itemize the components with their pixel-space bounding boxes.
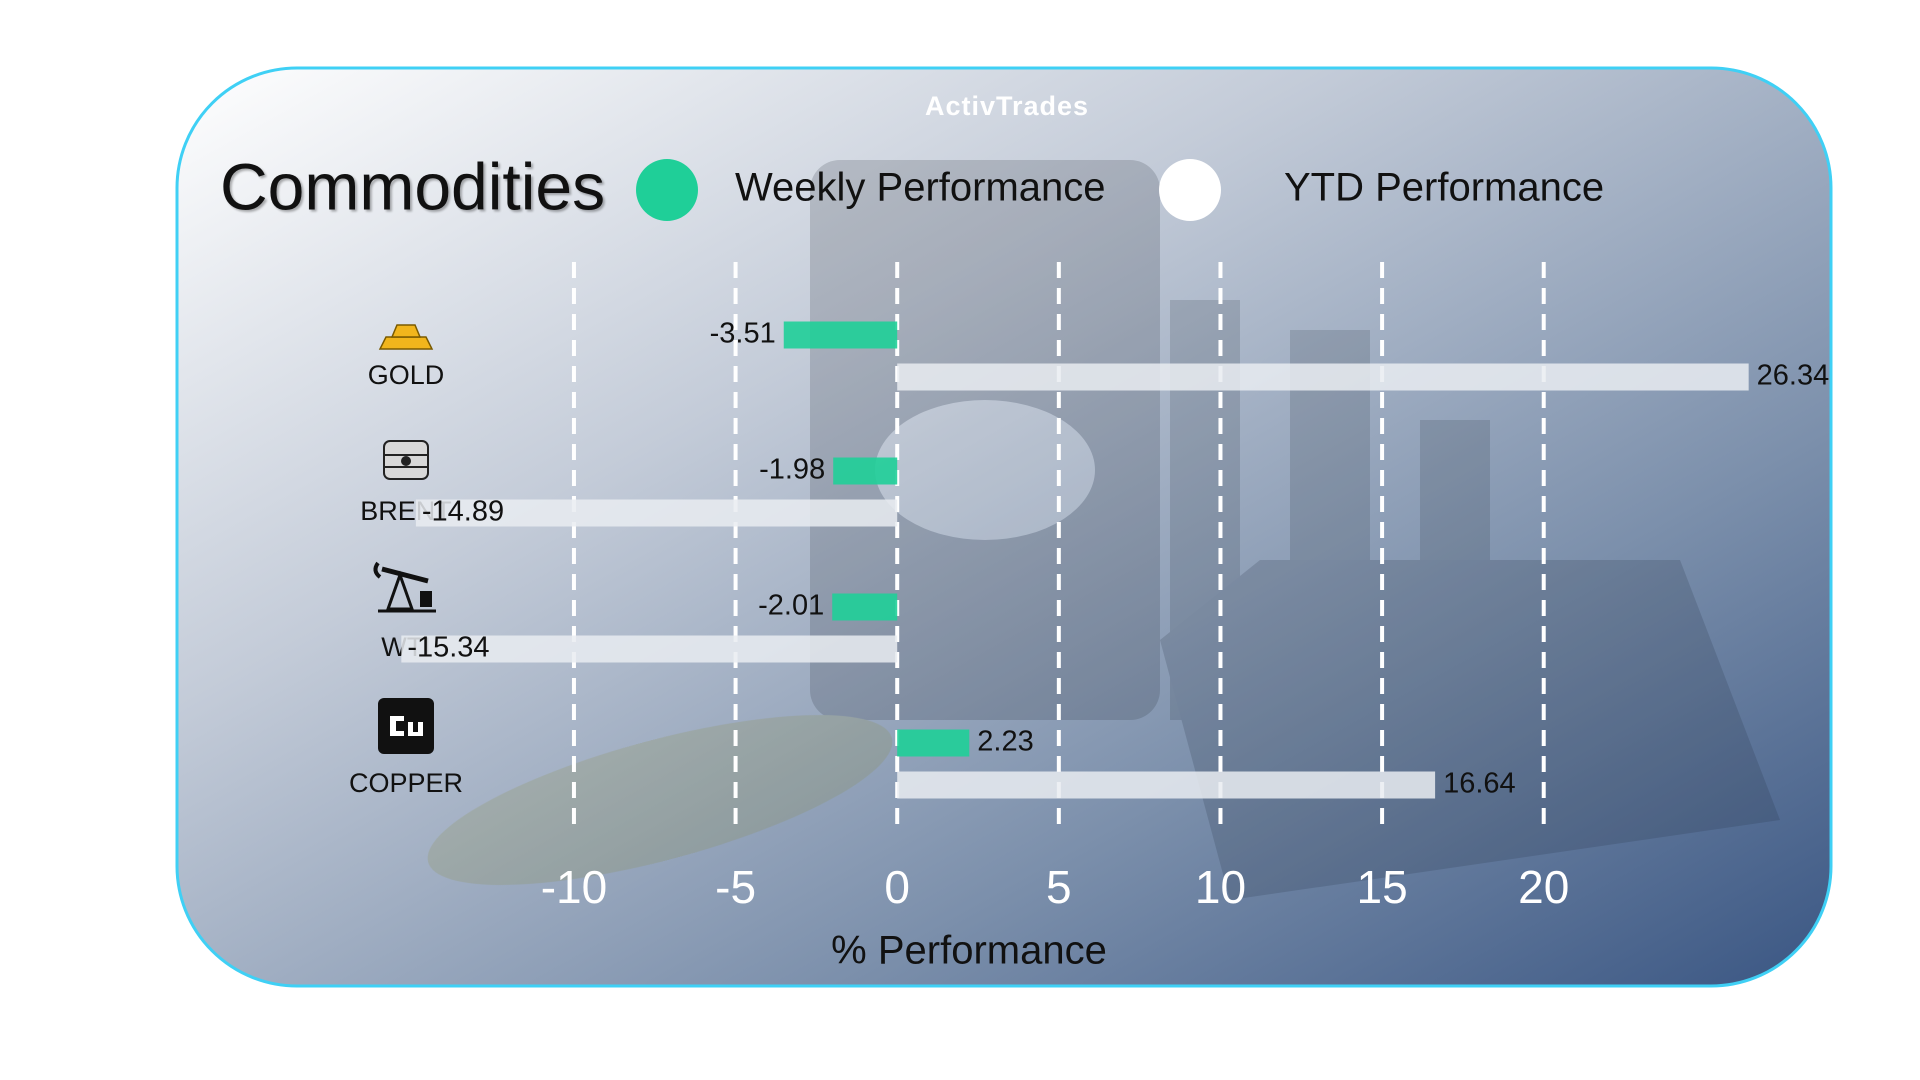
legend-swatch: [1159, 159, 1221, 221]
brand-logo: ActivTrades: [925, 91, 1089, 121]
value-label: -3.51: [710, 318, 776, 350]
bar: [897, 363, 1749, 391]
value-label: -1.98: [759, 454, 825, 486]
value-label: -14.89: [422, 496, 504, 528]
legend-swatch: [636, 159, 698, 221]
brent-icon: [383, 440, 429, 480]
x-tick-label: 20: [1518, 861, 1569, 913]
value-label: 16.64: [1443, 768, 1516, 800]
x-tick-label: 5: [1046, 861, 1072, 913]
x-tick-label: 15: [1357, 861, 1408, 913]
x-tick-label: -5: [715, 861, 756, 913]
card: [175, 66, 1833, 988]
bar: [897, 771, 1436, 799]
legend: Weekly Performance YTD Performance: [636, 159, 1604, 221]
category-label: GOLD: [368, 360, 445, 390]
x-tick-label: -10: [541, 861, 607, 913]
bar: [401, 635, 898, 663]
bar: [897, 729, 970, 757]
bar: [783, 321, 898, 349]
bar: [833, 457, 898, 485]
bar: [415, 499, 898, 527]
gold-icon: [378, 324, 434, 350]
bar: [832, 593, 898, 621]
value-label: 26.34: [1757, 360, 1830, 392]
value-label: -2.01: [758, 590, 824, 622]
background-decor: [427, 160, 1780, 900]
value-label: 2.23: [977, 726, 1033, 758]
legend-label: YTD Performance: [1284, 166, 1604, 210]
chart-title: Commodities: [220, 149, 605, 223]
x-tick-label: 0: [884, 861, 910, 913]
plot-area: -10 -5 0 5 10 15 20 % Performance GOLD -3.51 26.34…: [349, 262, 1829, 973]
x-axis-title: % Performance: [831, 929, 1107, 973]
copper-icon: [378, 698, 434, 754]
value-label: -15.34: [407, 632, 489, 664]
category-label: COPPER: [349, 768, 463, 798]
x-tick-label: 10: [1195, 861, 1246, 913]
legend-label: Weekly Performance: [735, 166, 1106, 210]
wti-icon: [373, 561, 436, 613]
